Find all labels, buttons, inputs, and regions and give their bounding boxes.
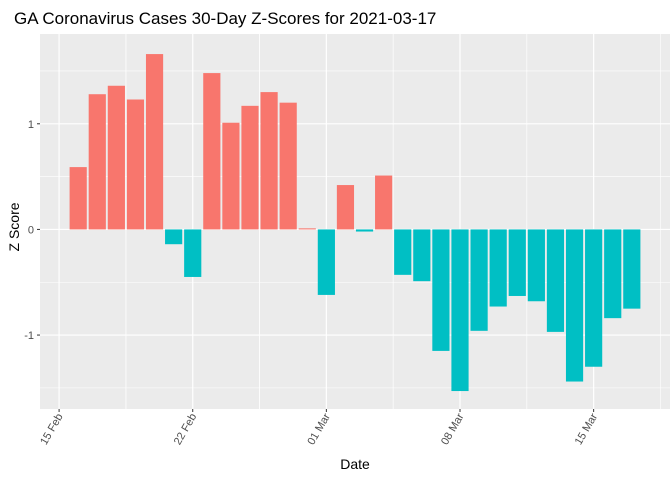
chart-title: GA Coronavirus Cases 30-Day Z-Scores for… bbox=[14, 9, 436, 28]
bar bbox=[336, 185, 355, 230]
x-tick-label: 15 Feb bbox=[38, 412, 66, 448]
bar bbox=[126, 99, 145, 230]
minor-gridlines-y bbox=[40, 70, 670, 389]
bar bbox=[546, 229, 565, 332]
major-gridlines-y bbox=[40, 123, 670, 336]
bar bbox=[623, 229, 641, 309]
bar bbox=[470, 229, 488, 331]
bar bbox=[241, 105, 259, 230]
x-axis: 15 Feb 22 Feb 01 Mar 08 Mar 15 Mar bbox=[38, 409, 600, 447]
bar bbox=[375, 175, 393, 230]
bar bbox=[145, 54, 164, 230]
bar bbox=[489, 229, 507, 307]
bar bbox=[69, 167, 87, 230]
minor-gridlines-x bbox=[125, 34, 661, 409]
y-axis-title: Z Score bbox=[6, 202, 22, 251]
bar bbox=[184, 229, 202, 277]
y-tick-label: 0 bbox=[28, 224, 34, 236]
bar bbox=[222, 122, 240, 230]
bar bbox=[88, 94, 106, 230]
bar bbox=[355, 229, 374, 232]
bar-series bbox=[69, 54, 641, 392]
y-axis: -1 0 1 bbox=[24, 119, 40, 342]
bar bbox=[565, 229, 584, 382]
bar bbox=[260, 92, 278, 230]
bar bbox=[604, 229, 622, 319]
bar bbox=[527, 229, 545, 302]
bar bbox=[279, 102, 297, 230]
bar bbox=[107, 85, 125, 230]
y-tick-label: -1 bbox=[24, 330, 34, 342]
bar bbox=[298, 228, 316, 230]
bar bbox=[394, 229, 412, 275]
bar bbox=[451, 229, 469, 392]
x-axis-title: Date bbox=[340, 456, 370, 472]
bar bbox=[432, 229, 450, 351]
x-tick-label: 01 Mar bbox=[305, 411, 333, 447]
x-tick-label: 08 Mar bbox=[439, 411, 467, 447]
bar bbox=[413, 229, 431, 282]
bar bbox=[317, 229, 335, 295]
bar bbox=[585, 229, 603, 367]
plot-panel bbox=[40, 34, 670, 409]
bar bbox=[508, 229, 526, 296]
bar bbox=[203, 73, 221, 230]
x-tick-label: 22 Feb bbox=[172, 412, 200, 448]
bar bbox=[165, 229, 183, 245]
x-tick-label: 15 Mar bbox=[573, 411, 601, 447]
y-tick-label: 1 bbox=[28, 119, 34, 131]
